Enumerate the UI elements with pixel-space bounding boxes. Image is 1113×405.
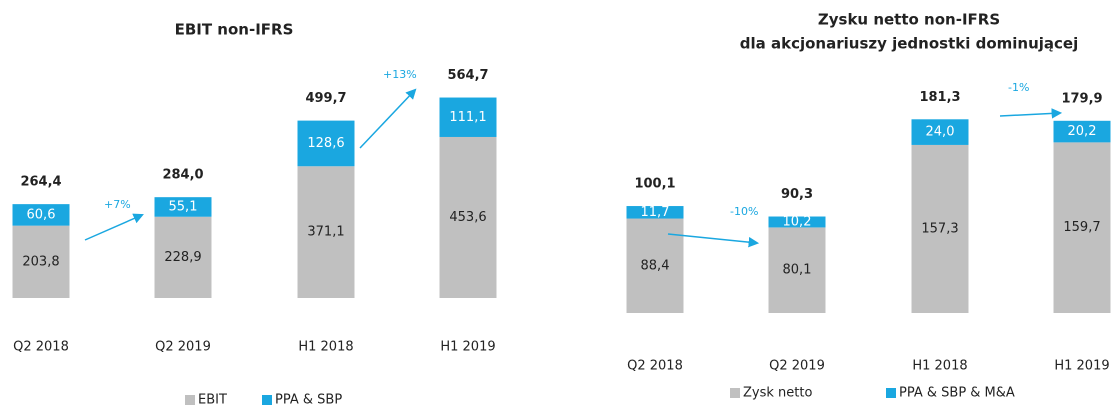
legend-label: PPA & SBP & M&A [899, 386, 1015, 401]
arrow [84, 213, 144, 241]
x-tick-label: Q2 2019 [769, 359, 825, 374]
arrow [359, 88, 417, 149]
annotation: +13% [383, 68, 417, 81]
value-label: 159,7 [1063, 220, 1100, 235]
bar-segment [911, 144, 969, 313]
bar-segment [12, 225, 70, 298]
value-label: 24,0 [926, 125, 955, 140]
value-label: 10,2 [783, 214, 812, 229]
legend-label: Zysk netto [743, 386, 812, 401]
x-tick-label: H1 2019 [1054, 359, 1109, 374]
value-label: 453,6 [449, 210, 486, 225]
x-tick-label: H1 2018 [912, 359, 967, 374]
total-label: 179,9 [1061, 91, 1102, 106]
bar-segment [768, 227, 826, 313]
bar-segment [439, 97, 497, 137]
legend-swatch [185, 395, 195, 405]
total-label: 499,7 [305, 91, 346, 106]
x-tick-label: H1 2018 [298, 340, 353, 355]
bar-segment [768, 216, 826, 228]
value-label: 60,6 [27, 207, 56, 222]
annotation: -1% [1008, 81, 1029, 94]
total-label: 284,0 [162, 168, 203, 183]
bar-segment [297, 120, 355, 167]
total-label: 264,4 [20, 175, 61, 190]
chart-title: EBIT non-IFRS [175, 21, 294, 39]
arrow [667, 233, 760, 248]
chart-title: Zysku netto non-IFRS [818, 11, 1000, 29]
bar-segment [439, 136, 497, 298]
chart-title: dla akcjonariuszy jednostki dominującej [740, 35, 1078, 53]
value-label: 20,2 [1068, 124, 1097, 139]
legend-swatch [262, 395, 272, 405]
annotation: +7% [104, 198, 131, 211]
legend-swatch [886, 388, 896, 398]
value-label: 128,6 [307, 136, 344, 151]
bar-segment [12, 204, 70, 226]
x-tick-label: H1 2019 [440, 340, 495, 355]
bar-segment [911, 119, 969, 145]
legend-swatch [730, 388, 740, 398]
bar-segment [154, 216, 212, 298]
arrow [999, 108, 1063, 119]
total-label: 100,1 [634, 177, 675, 192]
bar-segment [1053, 142, 1111, 313]
x-tick-label: Q2 2019 [155, 340, 211, 355]
value-label: 55,1 [169, 199, 198, 214]
x-tick-label: Q2 2018 [627, 359, 683, 374]
value-label: 203,8 [22, 254, 59, 269]
bar-segment [626, 206, 684, 219]
value-label: 157,3 [921, 221, 958, 236]
legend-label: PPA & SBP [275, 393, 342, 405]
annotation: -10% [730, 205, 758, 218]
value-label: 11,7 [641, 205, 670, 220]
bar-segment [1053, 120, 1111, 143]
total-label: 181,3 [919, 90, 960, 105]
x-tick-label: Q2 2018 [13, 340, 69, 355]
bar-segment [154, 197, 212, 217]
bar-segment [297, 166, 355, 298]
value-label: 80,1 [783, 263, 812, 278]
value-label: 228,9 [164, 250, 201, 265]
legend-label: EBIT [198, 393, 227, 405]
value-label: 371,1 [307, 225, 344, 240]
total-label: 90,3 [781, 187, 813, 202]
value-label: 111,1 [449, 110, 486, 125]
total-label: 564,7 [447, 68, 488, 83]
value-label: 88,4 [641, 258, 670, 273]
